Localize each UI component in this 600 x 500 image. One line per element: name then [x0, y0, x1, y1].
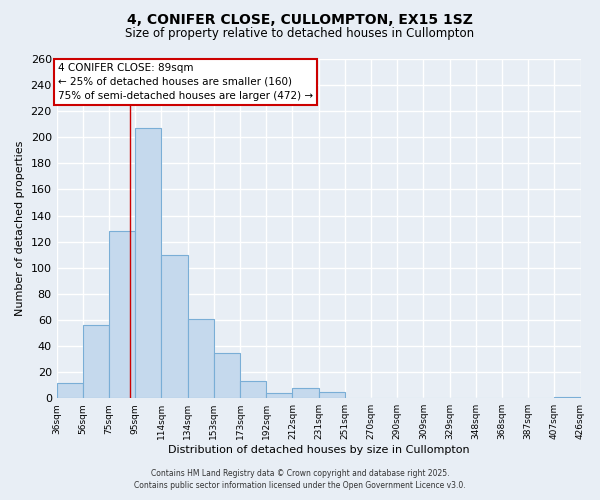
Bar	[109, 231, 135, 398]
Bar	[161, 254, 188, 398]
Bar	[188, 318, 214, 398]
Y-axis label: Number of detached properties: Number of detached properties	[15, 141, 25, 316]
Bar	[83, 325, 109, 398]
Text: Size of property relative to detached houses in Cullompton: Size of property relative to detached ho…	[125, 28, 475, 40]
Bar	[292, 388, 319, 398]
X-axis label: Distribution of detached houses by size in Cullompton: Distribution of detached houses by size …	[168, 445, 469, 455]
Bar	[266, 393, 292, 398]
Text: 4 CONIFER CLOSE: 89sqm
← 25% of detached houses are smaller (160)
75% of semi-de: 4 CONIFER CLOSE: 89sqm ← 25% of detached…	[58, 63, 313, 101]
Bar	[319, 392, 345, 398]
Bar	[554, 397, 581, 398]
Bar	[135, 128, 161, 398]
Text: Contains HM Land Registry data © Crown copyright and database right 2025.
Contai: Contains HM Land Registry data © Crown c…	[134, 468, 466, 490]
Bar	[214, 352, 240, 398]
Bar	[56, 382, 83, 398]
Text: 4, CONIFER CLOSE, CULLOMPTON, EX15 1SZ: 4, CONIFER CLOSE, CULLOMPTON, EX15 1SZ	[127, 12, 473, 26]
Bar	[240, 381, 266, 398]
